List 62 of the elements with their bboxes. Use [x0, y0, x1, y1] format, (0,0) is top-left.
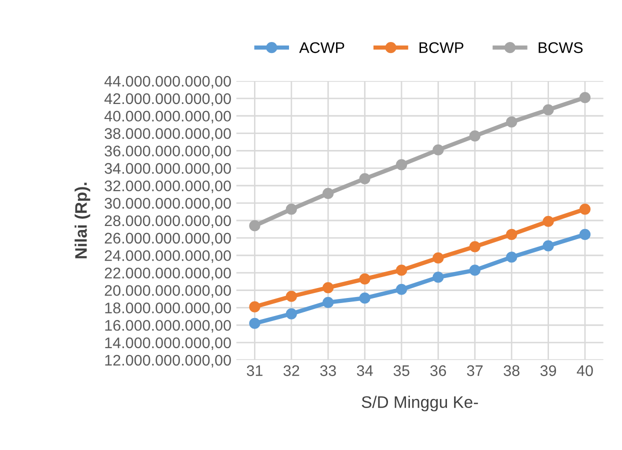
x-tick-label: 36	[430, 365, 446, 376]
y-tick-label: 42.000.000.000,00	[104, 93, 231, 106]
point	[322, 282, 334, 294]
point	[286, 204, 297, 215]
point	[286, 308, 297, 320]
x-tick-label: 33	[320, 365, 336, 376]
point	[286, 290, 297, 302]
legend-label: ACWP	[299, 42, 344, 54]
point	[322, 188, 334, 200]
point	[432, 144, 444, 156]
x-tick-label: 40	[576, 365, 593, 376]
point	[579, 228, 591, 240]
point	[506, 116, 518, 128]
point	[469, 241, 480, 252]
y-tick-label: 44.000.000.000,00	[104, 76, 231, 88]
y-tick-label: 12.000.000.000,00	[105, 354, 231, 368]
point	[469, 264, 480, 276]
y-tick-label: 28.000.000.000,00	[104, 215, 231, 228]
point	[359, 292, 370, 304]
x-tick-label: 31	[246, 365, 262, 376]
x-tick-label: 35	[394, 365, 410, 376]
y-tick-label: 38.000.000.000,00	[104, 128, 231, 141]
y-tick-label: 30.000.000.000,00	[104, 198, 231, 211]
point	[396, 284, 408, 295]
x-tick-label: 39	[540, 365, 556, 376]
point	[506, 228, 518, 240]
y-tick-label: 24.000.000.000,00	[104, 250, 231, 263]
point	[579, 204, 591, 215]
legend-label: BCWP	[420, 42, 464, 54]
point	[579, 92, 591, 104]
point	[359, 173, 370, 184]
point	[396, 264, 408, 276]
y-tick-label: 26.000.000.000,00	[104, 232, 231, 246]
y-tick-label: 34.000.000.000,00	[104, 163, 231, 176]
y-tick-label: 40.000.000.000,00	[104, 110, 231, 124]
point	[506, 252, 518, 263]
y-axis-title: Nilai (Rp).	[74, 182, 90, 258]
point	[322, 296, 334, 308]
x-tick-label: 32	[283, 365, 300, 376]
point	[249, 318, 260, 329]
y-tick-label: 18.000.000.000,00	[105, 302, 231, 316]
point	[249, 301, 260, 312]
point	[542, 104, 554, 116]
x-tick-label: 34	[356, 365, 373, 376]
point	[396, 159, 408, 170]
y-tick-label: 36.000.000.000,00	[104, 146, 231, 158]
legend-label: BCWS	[538, 42, 583, 54]
y-tick-label: 16.000.000.000,00	[105, 320, 231, 333]
point	[542, 216, 554, 227]
point	[249, 220, 260, 232]
point	[469, 130, 480, 142]
y-tick-label: 20.000.000.000,00	[104, 285, 231, 298]
x-tick-label: 38	[504, 365, 520, 376]
point	[359, 273, 370, 284]
y-tick-label: 22.000.000.000,00	[104, 268, 231, 280]
point	[542, 240, 554, 252]
x-tick-label: 37	[466, 365, 483, 376]
point	[432, 272, 444, 283]
y-tick-label: 14.000.000.000,00	[105, 337, 231, 350]
point	[432, 252, 444, 264]
x-axis-title: S/D Minggu Ke-	[362, 396, 478, 412]
y-tick-label: 32.000.000.000,00	[104, 180, 231, 194]
